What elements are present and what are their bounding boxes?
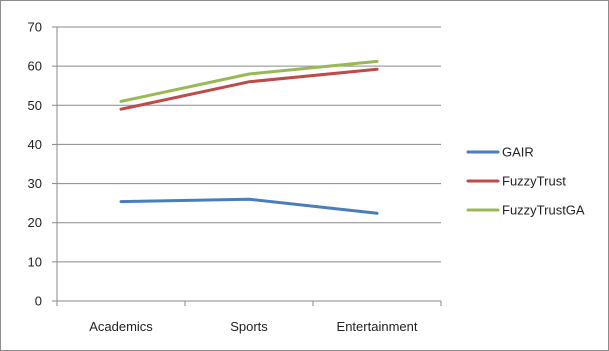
- x-tick-label-academics: Academics: [89, 319, 153, 334]
- y-tick-label: 10: [28, 254, 42, 269]
- y-tick-label: 20: [28, 215, 42, 230]
- series-line-gair: [119, 197, 379, 215]
- y-tick-label: 70: [28, 20, 42, 35]
- legend: GAIR FuzzyTrust FuzzyTrustGA: [466, 145, 585, 218]
- y-tick-label: 30: [28, 176, 42, 191]
- gridlines: [57, 26, 441, 263]
- y-tick-label: 60: [28, 59, 42, 74]
- x-tick-label-sports: Sports: [230, 319, 268, 334]
- x-tick-label-entertainment: Entertainment: [337, 319, 418, 334]
- series-lines: [119, 59, 379, 215]
- series-line-fuzzytrust: [119, 67, 379, 111]
- y-tick-label: 0: [35, 294, 42, 309]
- y-tick-label: 40: [28, 137, 42, 152]
- series-line-fuzzytrustga: [119, 59, 379, 103]
- legend-label-fuzzytrustga: FuzzyTrustGA: [502, 203, 585, 218]
- y-tick-labels: 0 10 20 30 40 50 60 70: [28, 20, 42, 309]
- y-tick-label: 50: [28, 98, 42, 113]
- axes: [52, 26, 442, 306]
- legend-label-fuzzytrust: FuzzyTrust: [502, 174, 566, 189]
- x-tick-labels: Academics Sports Entertainment: [89, 319, 418, 334]
- legend-label-gair: GAIR: [502, 145, 534, 160]
